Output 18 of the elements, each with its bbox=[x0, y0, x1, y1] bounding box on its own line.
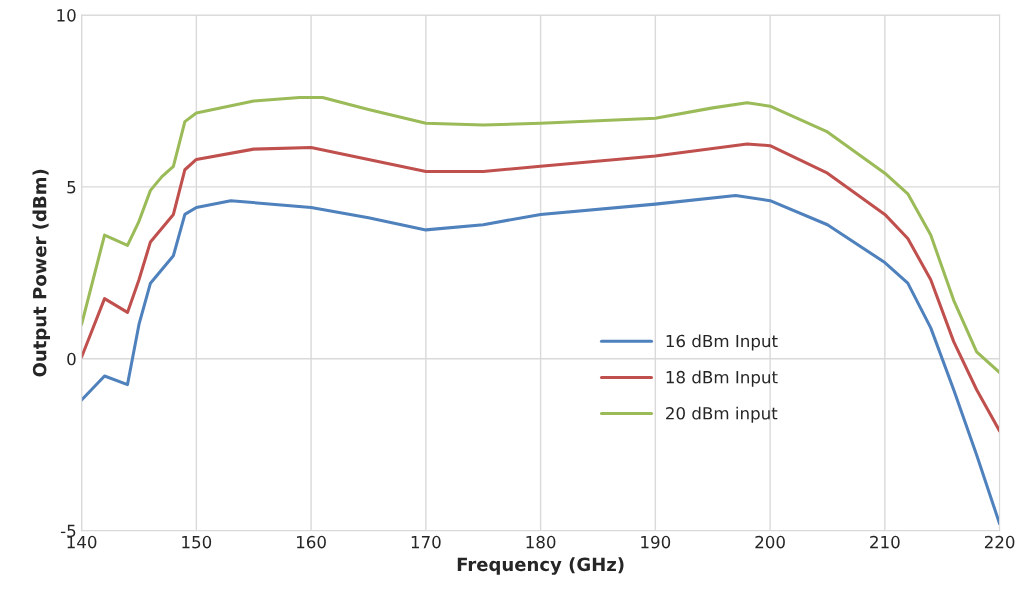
x-tick-label: 160 bbox=[297, 535, 326, 549]
x-tick-label: 170 bbox=[411, 535, 441, 549]
x-axis-title: Frequency (GHz) bbox=[457, 557, 624, 575]
y-tick-label: 5 bbox=[67, 181, 76, 194]
line-series bbox=[81, 142, 1000, 433]
legend-label: 20 dBm input bbox=[666, 406, 778, 423]
y-axis-title: Output Power (dBm) bbox=[32, 169, 50, 377]
x-tick-label: 220 bbox=[984, 535, 1015, 549]
legend-label: 16 dBm Input bbox=[666, 334, 778, 351]
x-tick-label: 200 bbox=[755, 535, 785, 549]
x-tick-label: 150 bbox=[182, 535, 212, 549]
x-tick-label: 180 bbox=[526, 535, 556, 549]
legend-label: 18 dBm Input bbox=[666, 370, 778, 387]
line-series bbox=[81, 193, 1000, 526]
y-tick-label: 10 bbox=[57, 9, 76, 22]
x-tick-label: 210 bbox=[870, 535, 900, 549]
y-tick-label: 0 bbox=[67, 352, 76, 366]
x-tick-label: 190 bbox=[641, 535, 671, 549]
